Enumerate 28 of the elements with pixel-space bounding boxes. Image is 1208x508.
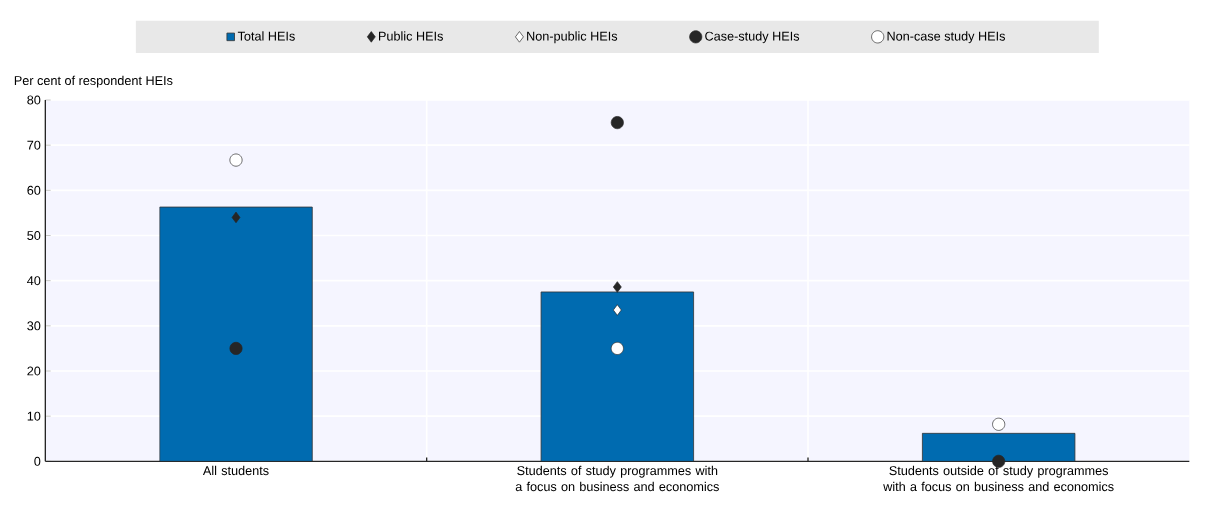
point [610,116,624,130]
point [229,341,243,355]
point [613,281,622,293]
y-tick-label: 60 [27,185,41,195]
bar [540,291,694,462]
y-tick-label: 50 [27,231,41,240]
y-tick-label: 30 [27,321,41,331]
y-tick-label: 20 [27,366,41,376]
x-tick-label: All students [202,465,269,476]
legend-label: Public HEIs [379,31,443,41]
y-tick-label: 80 [27,95,41,105]
point [992,417,1006,431]
legend-label: Total HEIs [237,31,295,41]
point [229,153,243,167]
y-tick-label: 70 [27,140,41,150]
x-tick-label: Students of study programmes with a focus on business and economics [515,465,719,492]
point [610,341,624,355]
y-axis-title: Per cent of respondent HEIs [14,75,173,88]
legend-label: Non-case study HEIs [887,31,1005,44]
legend-label: Non-public HEIs [527,31,618,44]
bar [922,432,1076,462]
y-tick-label: 40 [27,276,41,286]
point [231,211,241,224]
y-tick-label: 0 [34,456,41,466]
point [613,304,622,316]
legend-label: Case-study HEIs [705,31,800,44]
bar [159,206,313,462]
y-tick-label: 10 [27,411,41,421]
